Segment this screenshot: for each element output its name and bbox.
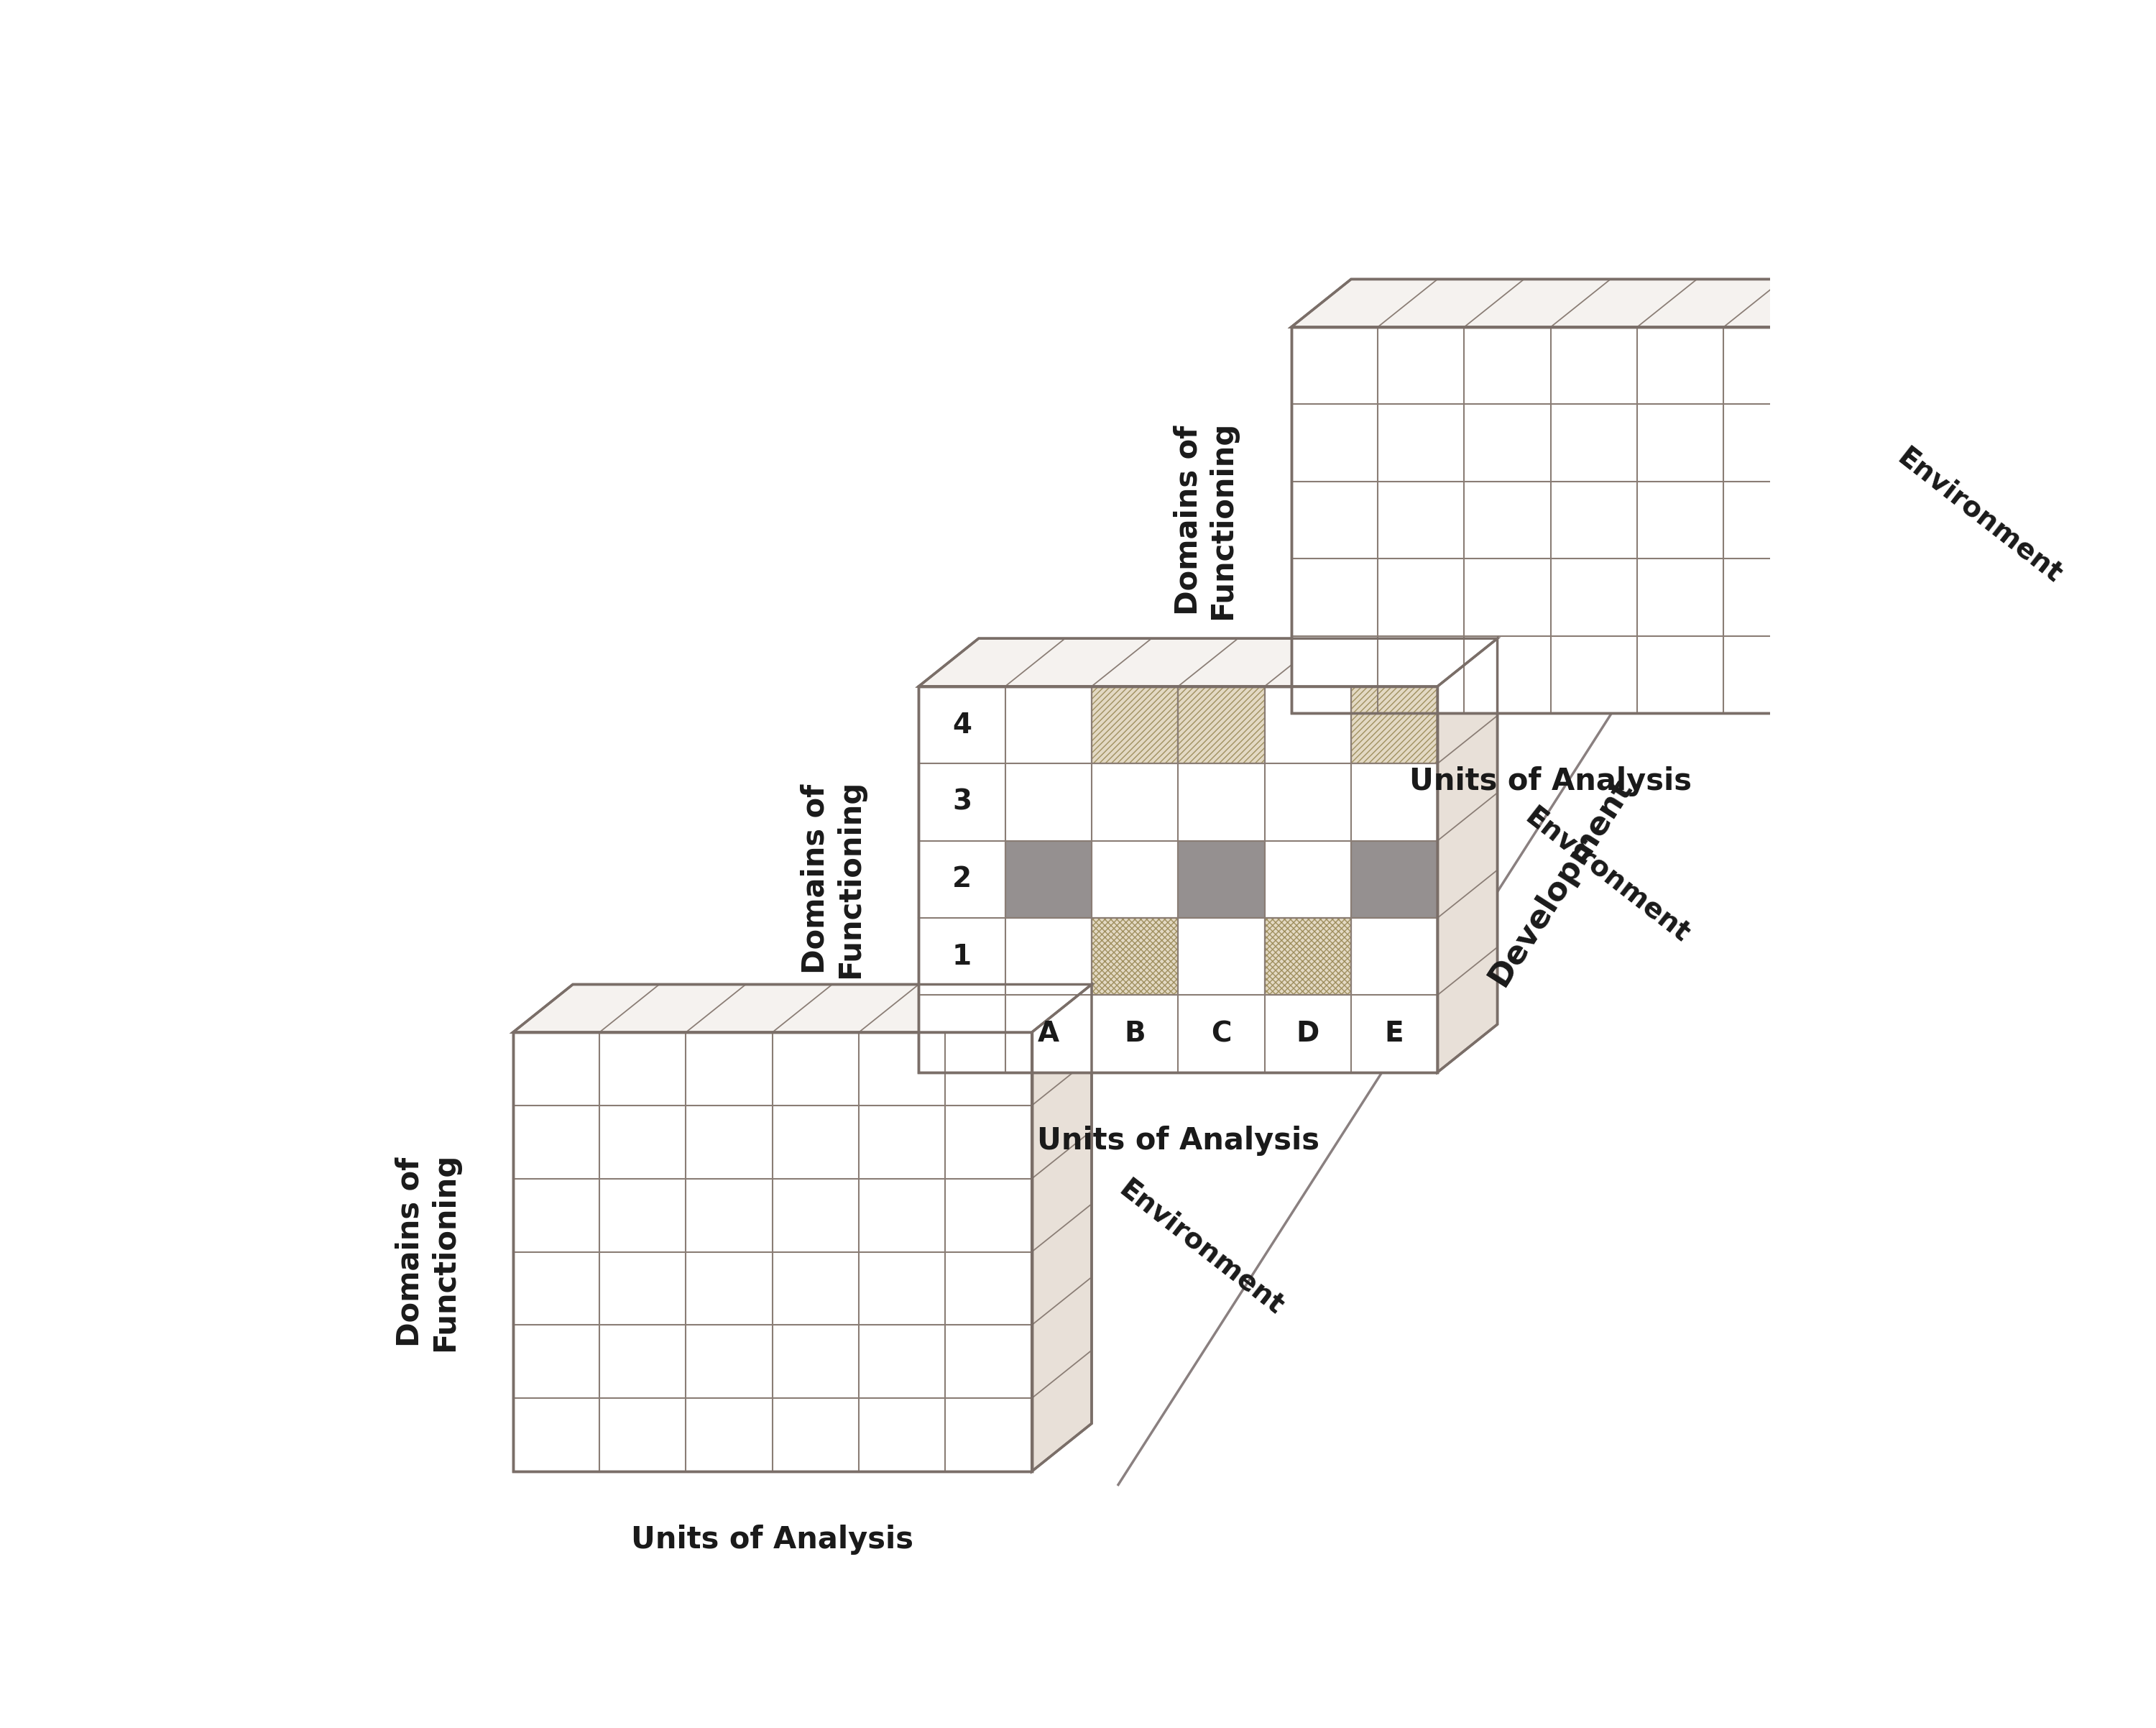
Text: Units of Analysis: Units of Analysis (1410, 766, 1692, 797)
Text: 4: 4 (953, 712, 972, 738)
Bar (1177, 686, 1266, 764)
Bar (1352, 686, 1438, 764)
Polygon shape (918, 638, 1498, 686)
Text: Environment: Environment (1115, 1175, 1289, 1320)
Text: C: C (1212, 1020, 1231, 1047)
Bar (1005, 842, 1091, 918)
Polygon shape (1811, 280, 1869, 714)
Text: Domains of
Functioning: Domains of Functioning (1173, 420, 1238, 619)
Bar (1091, 918, 1177, 995)
Polygon shape (1291, 280, 1869, 327)
Bar (1177, 686, 1266, 764)
Bar (513, 1032, 1033, 1472)
Text: 1: 1 (953, 943, 972, 969)
Text: Units of Analysis: Units of Analysis (1037, 1125, 1319, 1156)
Bar (1091, 918, 1177, 995)
Text: Units of Analysis: Units of Analysis (632, 1524, 914, 1555)
Bar (1352, 686, 1438, 764)
Text: E: E (1384, 1020, 1404, 1047)
Text: B: B (1123, 1020, 1145, 1047)
Text: D: D (1296, 1020, 1319, 1047)
Bar (1291, 327, 1811, 714)
Bar (1266, 918, 1352, 995)
Bar (1091, 918, 1177, 995)
Bar (1352, 686, 1438, 764)
Text: 3: 3 (953, 788, 972, 816)
Text: A: A (1037, 1020, 1059, 1047)
Bar (1266, 918, 1352, 995)
Polygon shape (513, 985, 1091, 1032)
Bar (1091, 686, 1177, 764)
Text: Environment: Environment (1893, 444, 2068, 589)
Bar (1266, 918, 1352, 995)
Polygon shape (1438, 638, 1498, 1071)
Text: Domains of
Functioning: Domains of Functioning (800, 779, 865, 978)
Bar (1291, 327, 1811, 714)
Text: Development: Development (1483, 772, 1639, 992)
Text: 2: 2 (953, 866, 972, 893)
Bar (1177, 842, 1266, 918)
Bar (513, 1032, 1033, 1472)
Text: Environment: Environment (1520, 804, 1695, 949)
Bar (1091, 686, 1177, 764)
Bar (1091, 686, 1177, 764)
Bar (918, 686, 1438, 1071)
Bar (1177, 686, 1266, 764)
Bar (918, 686, 1438, 1071)
Text: Domains of
Functioning: Domains of Functioning (395, 1153, 459, 1351)
Bar (1352, 842, 1438, 918)
Polygon shape (1033, 985, 1091, 1472)
